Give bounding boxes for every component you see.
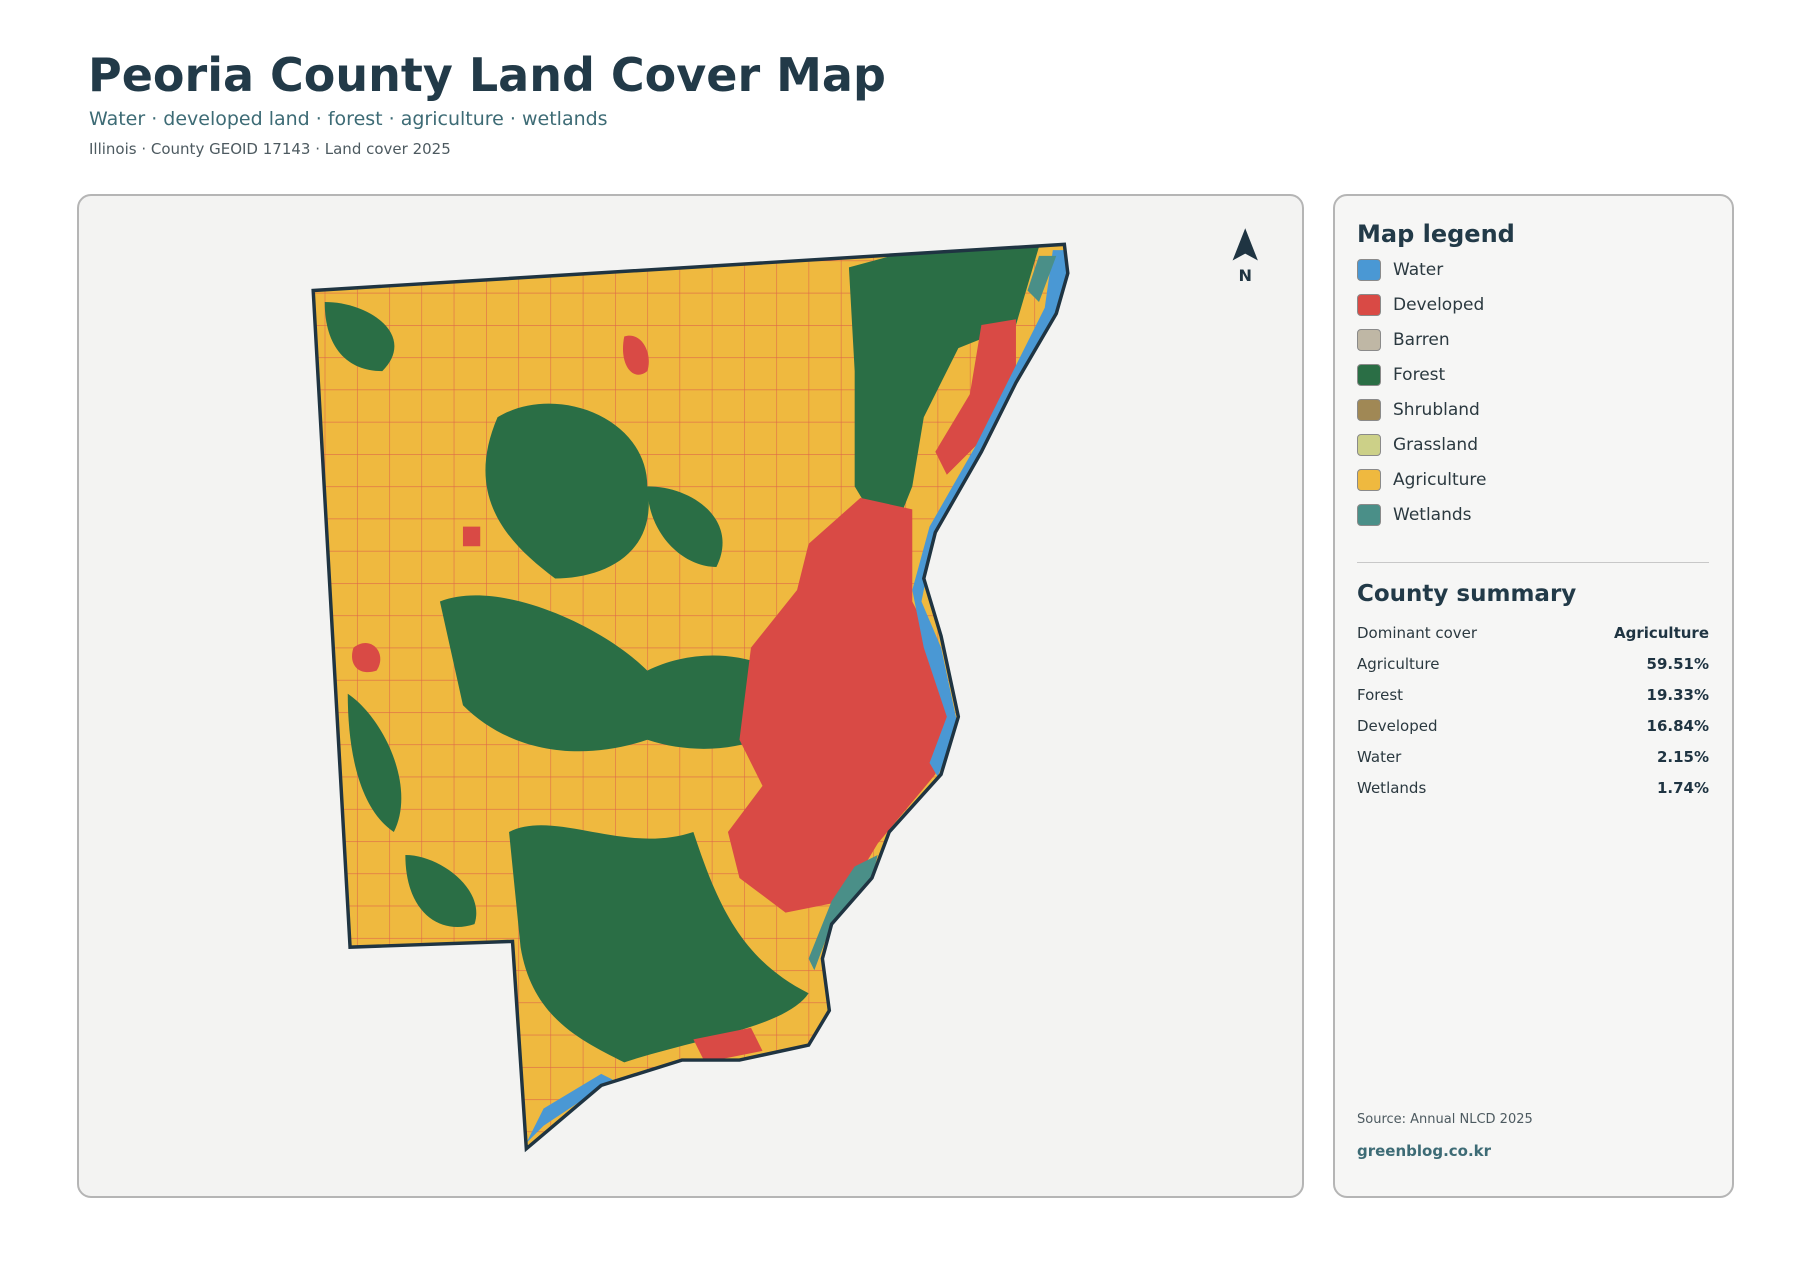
summary-row: Forest 19.33% xyxy=(1357,686,1709,704)
summary-row: Developed 16.84% xyxy=(1357,717,1709,735)
legend-swatch xyxy=(1357,259,1381,281)
legend-item: Grassland xyxy=(1357,433,1478,457)
subtitle: Water · developed land · forest · agricu… xyxy=(89,108,608,130)
summary-value: Agriculture xyxy=(1613,624,1709,642)
summary-row: Agriculture 59.51% xyxy=(1357,655,1709,673)
legend-title: Map legend xyxy=(1357,220,1515,248)
legend-swatch xyxy=(1357,364,1381,386)
summary-label: Forest xyxy=(1357,686,1404,704)
legend-item: Water xyxy=(1357,258,1443,282)
summary-title: County summary xyxy=(1357,581,1577,607)
summary-value: 19.33% xyxy=(1646,686,1709,704)
divider xyxy=(1357,562,1709,563)
legend-label: Shrubland xyxy=(1393,400,1480,420)
legend-label: Forest xyxy=(1393,365,1446,385)
summary-value: 2.15% xyxy=(1656,748,1709,766)
legend-label: Agriculture xyxy=(1393,470,1487,490)
map-panel: N xyxy=(77,194,1304,1198)
map: N xyxy=(311,228,1258,1153)
legend-label: Wetlands xyxy=(1393,505,1472,525)
legend-swatch xyxy=(1357,434,1381,456)
north-label: N xyxy=(1238,266,1251,285)
legend-swatch xyxy=(1357,504,1381,526)
summary-value: 59.51% xyxy=(1646,655,1709,673)
summary-label: Dominant cover xyxy=(1357,624,1478,642)
legend-item: Forest xyxy=(1357,363,1445,387)
land-cover xyxy=(313,244,1068,1149)
legend-swatch xyxy=(1357,469,1381,491)
summary-label: Agriculture xyxy=(1357,655,1440,673)
summary-label: Developed xyxy=(1357,717,1438,735)
source: Source: Annual NLCD 2025 xyxy=(1357,1112,1533,1127)
summary-label: Water xyxy=(1357,748,1402,766)
legend-item: Barren xyxy=(1357,328,1450,352)
summary-row: Water 2.15% xyxy=(1357,748,1709,766)
legend-label: Grassland xyxy=(1393,435,1478,455)
summary-label: Wetlands xyxy=(1357,779,1427,797)
summary-value: 16.84% xyxy=(1646,717,1709,735)
legend-label: Water xyxy=(1393,260,1444,280)
county-boundary xyxy=(311,242,1070,1153)
legend-swatch xyxy=(1357,329,1381,351)
north-arrow xyxy=(1232,228,1258,261)
legend-item: Agriculture xyxy=(1357,468,1487,492)
legend-swatch xyxy=(1357,294,1381,316)
side-panel: Map legend Water Developed Barren Forest Shr… xyxy=(1333,194,1734,1198)
legend-label: Barren xyxy=(1393,330,1450,350)
page-title: Peoria County Land Cover Map xyxy=(88,48,886,102)
legend-swatch xyxy=(1357,399,1381,421)
legend-item: Shrubland xyxy=(1357,398,1480,422)
meta: Illinois · County GEOID 17143 · Land cov… xyxy=(89,140,451,158)
summary-row: Dominant cover Agriculture xyxy=(1357,624,1709,642)
legend-item: Developed xyxy=(1357,293,1484,317)
site-link: greenblog.co.kr xyxy=(1357,1142,1492,1160)
summary-row: Wetlands 1.74% xyxy=(1357,779,1709,797)
legend-item: Wetlands xyxy=(1357,503,1472,527)
summary-value: 1.74% xyxy=(1656,779,1709,797)
legend-label: Developed xyxy=(1393,295,1485,315)
